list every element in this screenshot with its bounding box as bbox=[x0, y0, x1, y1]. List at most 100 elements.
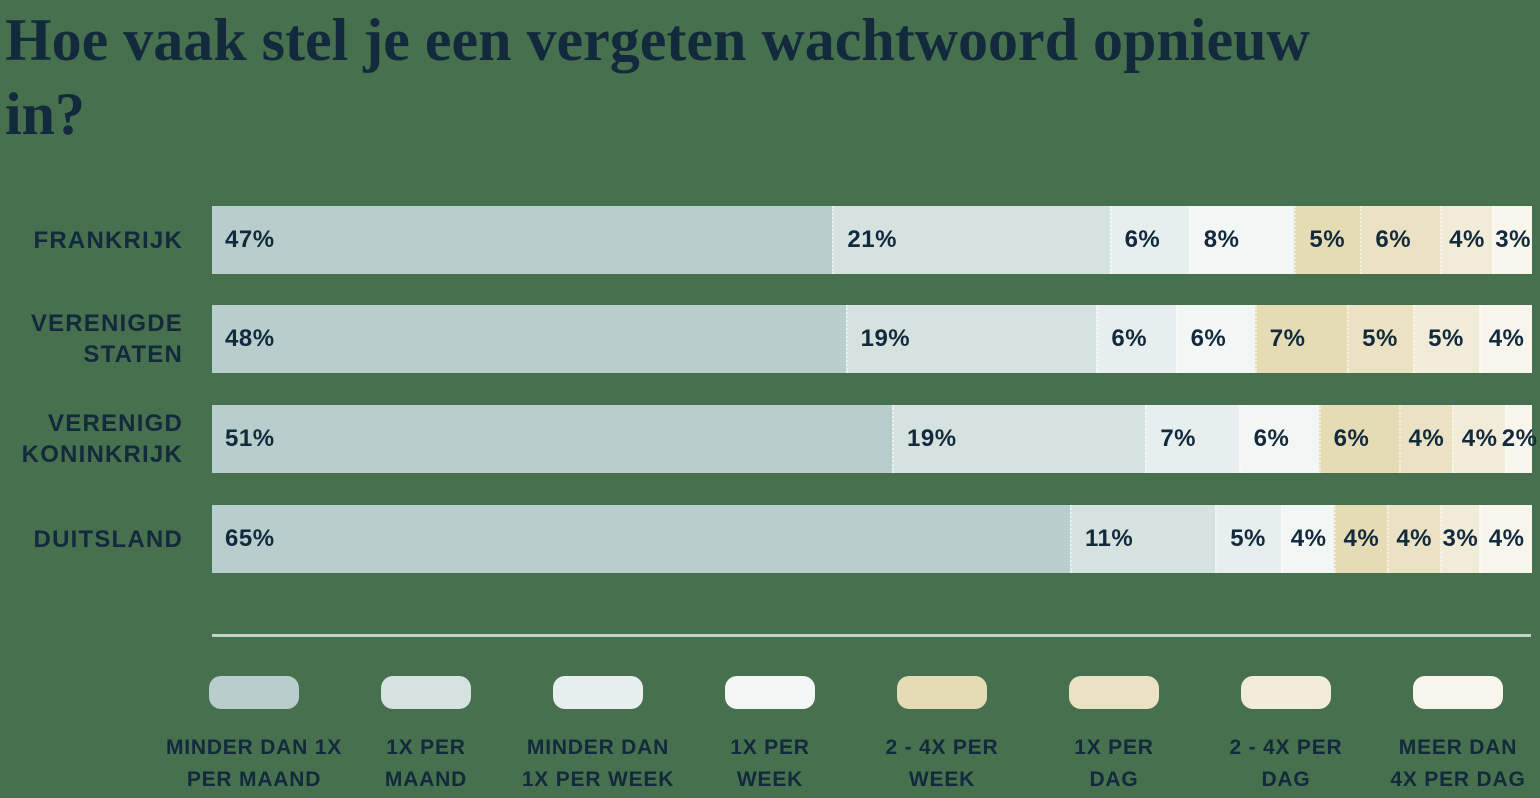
segment-value-label: 21% bbox=[847, 226, 897, 253]
legend-divider bbox=[212, 634, 1531, 637]
legend-label-line1: 2 - 4X PER bbox=[1229, 736, 1343, 759]
segment-value-label: 51% bbox=[225, 425, 275, 452]
bar-segment: 65% bbox=[212, 505, 1070, 573]
bar-segment: 11% bbox=[1070, 505, 1216, 573]
bar-segment: 5% bbox=[1215, 505, 1282, 573]
segment-value-label: 4% bbox=[1343, 525, 1380, 552]
legend-label: 1X PER WEEK bbox=[730, 732, 810, 796]
legend-label-line2: DAG bbox=[1261, 768, 1311, 791]
legend-label-line1: 1X PER bbox=[730, 736, 810, 759]
bar-segment: 5% bbox=[1347, 305, 1414, 373]
segment-value-label: 5% bbox=[1428, 325, 1464, 352]
legend-item: MINDER DAN 1X PER MAAND bbox=[166, 676, 342, 796]
legend-label-line1: MINDER DAN 1X bbox=[165, 736, 343, 759]
stacked-bar: 51% 19% 7% 6% 6% 4% 4% 2% bbox=[212, 405, 1537, 473]
legend-label: MINDER DAN 1X PER MAAND bbox=[166, 732, 342, 796]
category-row: FRANKRIJK 47% 21% 6% 8% 5% 6% 4% 3% bbox=[0, 206, 1540, 274]
bar-segment: 48% bbox=[212, 305, 846, 373]
bar-segment: 19% bbox=[892, 405, 1146, 473]
segment-value-label: 6% bbox=[1375, 226, 1412, 253]
segment-value-label: 7% bbox=[1269, 325, 1306, 352]
legend-label-line1: 1X PER bbox=[386, 736, 466, 759]
legend-label: 1X PER MAAND bbox=[385, 732, 467, 796]
segment-value-label: 6% bbox=[1124, 226, 1161, 253]
legend-label: MINDER DAN 1X PER WEEK bbox=[522, 732, 674, 796]
segment-value-label: 6% bbox=[1111, 325, 1148, 352]
legend-label-line2: MAAND bbox=[384, 768, 468, 791]
legend-item: 2 - 4X PER WEEK bbox=[856, 676, 1028, 796]
segment-value-label: 19% bbox=[907, 425, 957, 452]
chart-legend: MINDER DAN 1X PER MAAND 1X PER MAAND MINDER … bbox=[166, 676, 1540, 796]
segment-value-label: 6% bbox=[1333, 425, 1370, 452]
segment-value-label: 4% bbox=[1488, 325, 1525, 352]
row-label: VERENIGDE STATEN bbox=[30, 310, 183, 368]
segment-value-label: 5% bbox=[1230, 525, 1266, 552]
legend-swatch bbox=[1413, 676, 1503, 709]
segment-value-label: 5% bbox=[1309, 226, 1346, 253]
segment-value-label: 4% bbox=[1396, 525, 1433, 552]
bar-segment: 4% bbox=[1281, 505, 1334, 573]
bar-segment: 6% bbox=[1109, 206, 1189, 274]
segment-value-label: 11% bbox=[1085, 525, 1134, 552]
bar-segment: 4% bbox=[1451, 405, 1506, 473]
bar-segment: 6% bbox=[1096, 305, 1176, 373]
bar-segment: 21% bbox=[832, 206, 1110, 274]
bar-segment: 5% bbox=[1413, 305, 1480, 373]
segment-value-label: 4% bbox=[1461, 425, 1498, 452]
segment-value-label: 3% bbox=[1495, 226, 1531, 253]
segment-value-label: 47% bbox=[225, 226, 275, 253]
bar-segment: 6% bbox=[1238, 405, 1319, 473]
category-row: VERENIGDE STATEN 48% 19% 6% 6% 7% 5% 5% 4% bbox=[0, 305, 1540, 373]
legend-item: 1X PER DAG bbox=[1028, 676, 1200, 796]
segment-value-label: 3% bbox=[1442, 525, 1479, 552]
legend-label-line1: 2 - 4X PER bbox=[885, 736, 999, 759]
legend-swatch bbox=[1069, 676, 1159, 709]
legend-swatch bbox=[553, 676, 643, 709]
segment-value-label: 5% bbox=[1362, 325, 1398, 352]
bar-segment: 7% bbox=[1254, 305, 1348, 373]
legend-item: 1X PER MAAND bbox=[340, 676, 512, 796]
legend-swatch bbox=[381, 676, 471, 709]
legend-label-line2: 1X PER WEEK bbox=[521, 768, 675, 791]
legend-swatch bbox=[725, 676, 815, 709]
category-row: VERENIGD KONINKRIJK 51% 19% 7% 6% 6% 4% 4% 2% bbox=[0, 405, 1540, 473]
segment-value-label: 8% bbox=[1203, 226, 1240, 253]
bar-segment: 7% bbox=[1145, 405, 1239, 473]
bar-segment: 3% bbox=[1492, 206, 1532, 274]
row-label: VERENIGD KONINKRIJK bbox=[21, 410, 183, 468]
bar-segment: 47% bbox=[212, 206, 833, 274]
legend-item: 1X PER WEEK bbox=[684, 676, 856, 796]
bar-segment: 4% bbox=[1439, 206, 1493, 274]
stacked-bar: 65% 11% 5% 4% 4% 4% 3% 4% bbox=[212, 505, 1532, 573]
bar-segment: 6% bbox=[1175, 305, 1255, 373]
bar-segment: 8% bbox=[1188, 206, 1295, 274]
bar-segment: 3% bbox=[1439, 505, 1480, 573]
bar-segment: 19% bbox=[845, 305, 1097, 373]
segment-value-label: 6% bbox=[1253, 425, 1290, 452]
stacked-bar: 48% 19% 6% 6% 7% 5% 5% 4% bbox=[212, 305, 1532, 373]
segment-value-label: 65% bbox=[225, 525, 275, 552]
legend-label: 2 - 4X PER DAG bbox=[1229, 732, 1342, 796]
category-row: DUITSLAND 65% 11% 5% 4% 4% 4% 3% 4% bbox=[0, 505, 1540, 573]
row-label: FRANKRIJK bbox=[33, 226, 183, 254]
segment-value-label: 7% bbox=[1160, 425, 1197, 452]
bar-segment: 4% bbox=[1386, 505, 1440, 573]
legend-item: MINDER DAN 1X PER WEEK bbox=[512, 676, 684, 796]
stacked-bar: 47% 21% 6% 8% 5% 6% 4% 3% bbox=[212, 206, 1532, 274]
segment-value-label: 6% bbox=[1190, 325, 1227, 352]
bar-segment: 51% bbox=[212, 405, 892, 473]
legend-label-line2: WEEK bbox=[908, 768, 976, 791]
segment-value-label: 4% bbox=[1290, 525, 1327, 552]
bar-segment: 4% bbox=[1333, 505, 1387, 573]
segment-value-label: 4% bbox=[1408, 425, 1445, 452]
legend-label-line1: MINDER DAN bbox=[526, 736, 670, 759]
legend-label: 1X PER DAG bbox=[1074, 732, 1154, 796]
legend-label-line2: DAG bbox=[1089, 768, 1139, 791]
legend-label: MEER DAN 4X PER DAG bbox=[1390, 732, 1525, 796]
legend-label-line1: 1X PER bbox=[1074, 736, 1154, 759]
bar-segment: 2% bbox=[1502, 405, 1537, 473]
bar-segment: 6% bbox=[1318, 405, 1399, 473]
chart-title: Hoe vaak stel je een vergeten wachtwoord… bbox=[5, 7, 1310, 147]
legend-label-line2: 4X PER DAG bbox=[1390, 768, 1526, 791]
